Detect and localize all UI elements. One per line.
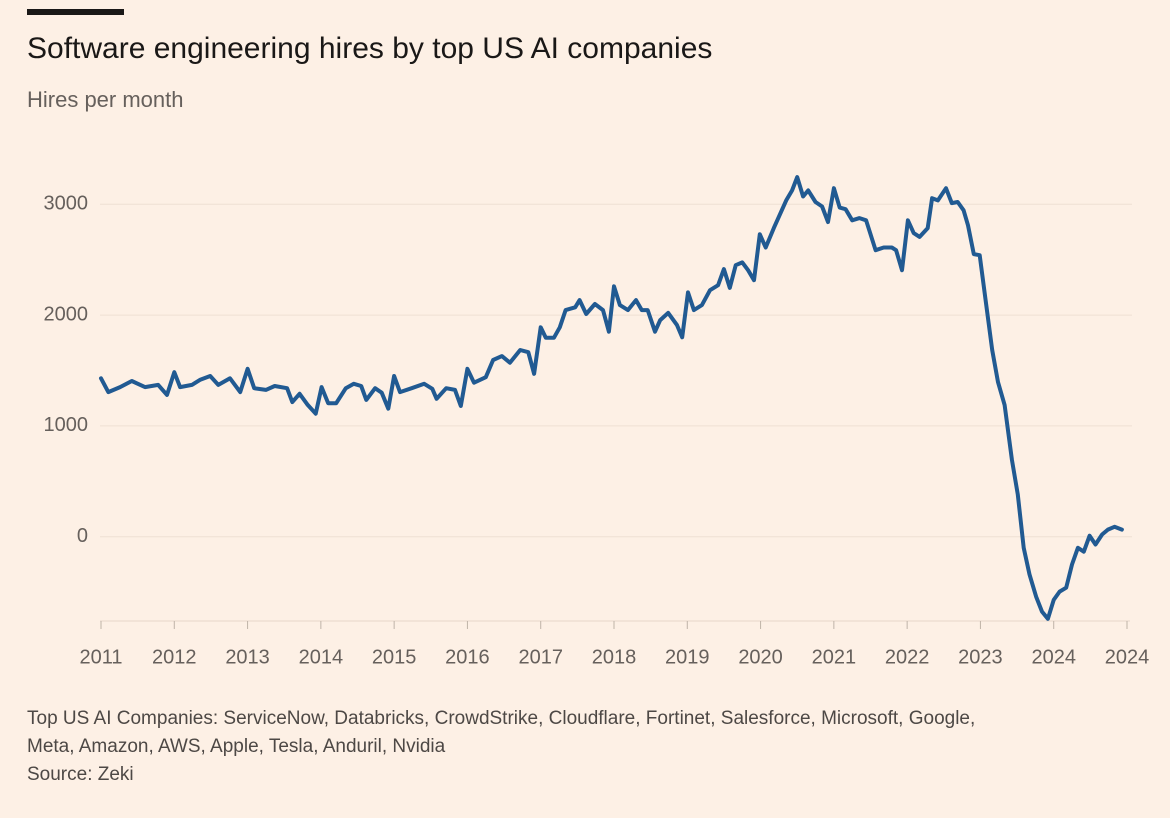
x-tick-label: 2024	[1031, 646, 1076, 668]
source: Source: Zeki	[27, 764, 134, 785]
x-tick-label: 2016	[445, 646, 490, 668]
x-tick-label: 2024	[1105, 646, 1150, 668]
x-tick-label: 2013	[225, 646, 270, 668]
y-tick-label: 2000	[44, 303, 89, 325]
footnote: Meta, Amazon, AWS, Apple, Tesla, Anduril…	[27, 736, 446, 757]
y-tick-label: 1000	[44, 414, 89, 436]
x-tick-label: 2017	[518, 646, 563, 668]
x-tick-label: 2014	[299, 646, 344, 668]
y-tick-label: 3000	[44, 193, 89, 215]
brand-bar	[27, 9, 124, 15]
x-tick-label: 2018	[592, 646, 637, 668]
x-tick-label: 2012	[152, 646, 197, 668]
chart-title: Software engineering hires by top US AI …	[27, 32, 712, 65]
x-tick-label: 2023	[958, 646, 1003, 668]
x-tick-label: 2022	[885, 646, 930, 668]
y-tick-label: 0	[77, 525, 88, 547]
line-series	[99, 175, 1124, 621]
x-tick-label: 2011	[79, 646, 122, 668]
footnote: Top US AI Companies: ServiceNow, Databri…	[27, 708, 975, 729]
chart-subtitle: Hires per month	[27, 87, 184, 112]
x-tick-label: 2015	[372, 646, 417, 668]
x-tick-label: 2019	[665, 646, 710, 668]
x-tick-label: 2021	[812, 646, 857, 668]
x-tick-label: 2020	[738, 646, 783, 668]
